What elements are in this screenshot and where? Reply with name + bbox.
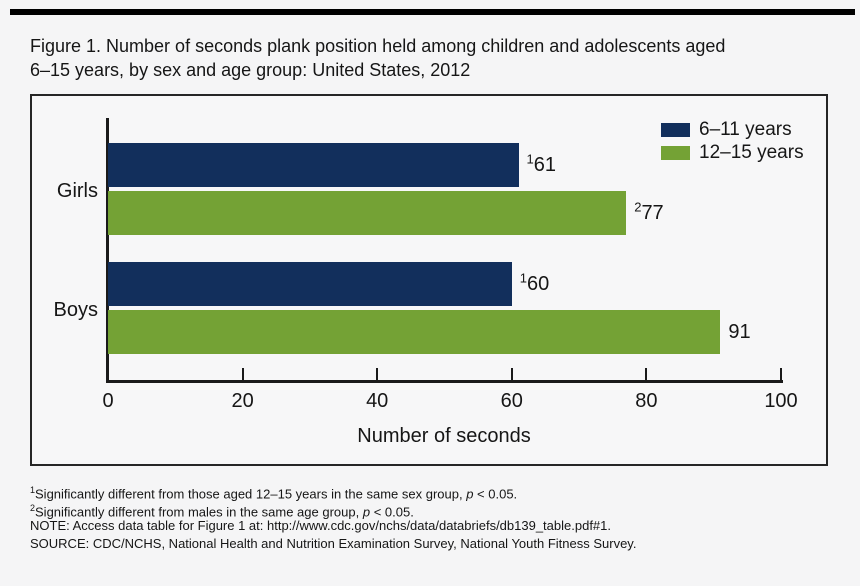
x-axis-tick	[376, 368, 379, 380]
value-label-boys-12-15-years: 91	[728, 321, 751, 343]
figure-title: Figure 1. Number of seconds plank positi…	[30, 34, 790, 82]
figure-title-line1: Figure 1. Number of seconds plank positi…	[30, 36, 726, 56]
footnote-1-sup: 1	[30, 485, 36, 495]
x-axis-line	[106, 380, 783, 383]
x-axis-title: Number of seconds	[357, 425, 531, 447]
bar-boys-12-15-years	[108, 310, 721, 354]
footnotes: 1Significantly different from those aged…	[30, 481, 830, 553]
legend-item-12-15-years: 12–15 years	[661, 142, 804, 163]
y-axis-line	[106, 118, 109, 383]
x-axis-tick-label: 0	[102, 390, 114, 412]
x-axis-tick-label: 60	[500, 390, 523, 412]
legend-label-6-11-years: 6–11 years	[699, 119, 792, 140]
value-label-girls-6-11-years: 161	[526, 151, 556, 176]
footnote-2: 2Significantly different from males in t…	[30, 499, 830, 520]
legend-swatch-12-15-years	[661, 145, 690, 160]
x-axis-tick-label: 20	[231, 390, 254, 412]
footnote-1-post: < 0.05.	[473, 486, 518, 502]
category-label-girls: Girls	[56, 180, 98, 202]
footnote-2-sup: 2	[30, 503, 36, 513]
legend-swatch-6-11-years	[661, 122, 690, 137]
value-label-girls-12-15-years: 277	[634, 199, 664, 224]
footnote-1-p: p	[466, 486, 474, 502]
x-axis-tick	[241, 368, 244, 380]
bar-boys-6-11-years	[108, 262, 512, 306]
footnote-2-post: < 0.05.	[370, 504, 414, 520]
legend-item-6-11-years: 6–11 years	[661, 119, 804, 140]
legend-label-12-15-years: 12–15 years	[699, 142, 804, 163]
x-axis-tick-label: 100	[764, 390, 798, 412]
x-axis-tick-label: 40	[366, 390, 389, 412]
value-label-boys-6-11-years: 160	[519, 270, 550, 295]
top-border-bar	[10, 9, 855, 15]
x-axis-tick	[510, 368, 513, 380]
footnote-1: 1Significantly different from those aged…	[30, 481, 830, 502]
x-axis-tick-label: 80	[635, 390, 658, 412]
bar-girls-12-15-years	[108, 191, 627, 235]
note-line: NOTE: Access data table for Figure 1 at:…	[30, 518, 612, 533]
source-line: SOURCE: CDC/NCHS, National Health and Nu…	[30, 536, 637, 551]
bar-girls-6-11-years	[108, 143, 519, 187]
footnote-2-p: p	[362, 504, 371, 520]
figure-title-line2: 6–15 years, by sex and age group: United…	[30, 60, 471, 80]
x-axis-tick	[645, 368, 648, 380]
x-axis-tick	[780, 368, 782, 380]
category-label-boys: Boys	[53, 299, 98, 321]
footnote-1-text: Significantly different from those aged …	[35, 486, 467, 502]
legend: 6–11 years 12–15 years	[661, 119, 804, 163]
footnote-2-text: Significantly different from males in th…	[35, 504, 363, 520]
